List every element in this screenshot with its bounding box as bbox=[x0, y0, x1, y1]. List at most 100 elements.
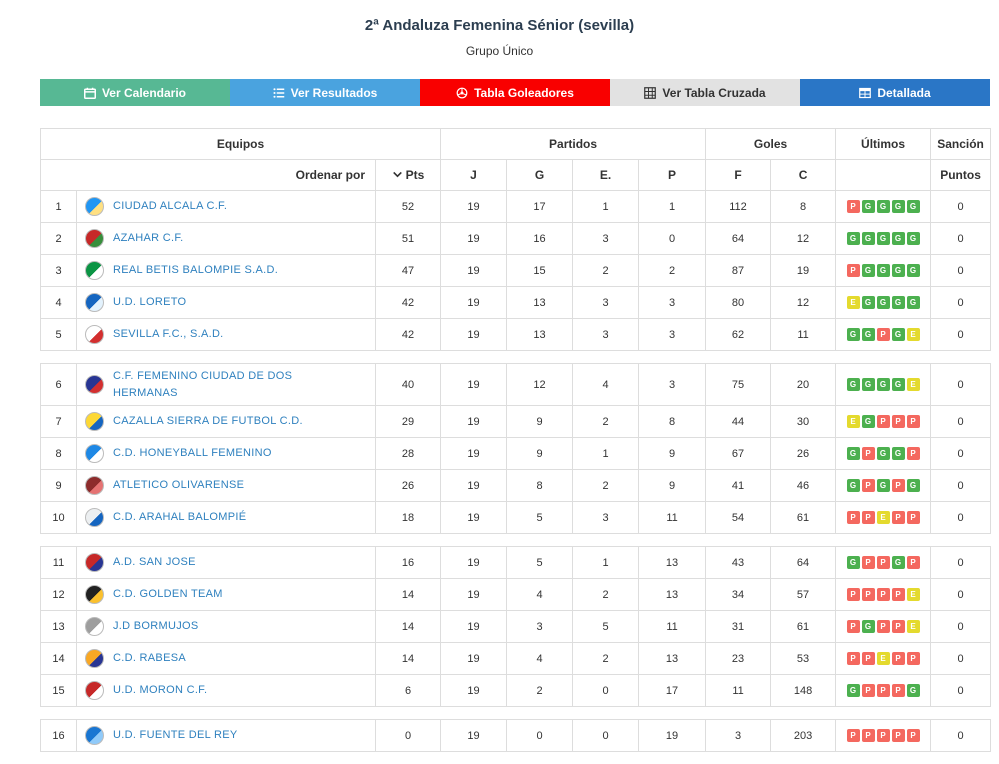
position: 6 bbox=[40, 363, 77, 406]
table-row[interactable]: 7 CAZALLA SIERRA DE FUTBOL C.D. 29 19 9 … bbox=[40, 405, 992, 438]
table-row[interactable]: 12 C.D. GOLDEN TEAM 14 19 4 2 13 34 57 P… bbox=[40, 578, 992, 611]
header-p: P bbox=[638, 159, 707, 191]
team-link[interactable]: C.D. GOLDEN TEAM bbox=[113, 588, 223, 601]
team-link[interactable]: CIUDAD ALCALA C.F. bbox=[113, 200, 228, 213]
tab-resultados[interactable]: Ver Resultados bbox=[230, 79, 420, 106]
position: 8 bbox=[40, 437, 77, 470]
table-group-header-row: Equipos Partidos Goles Últimos Sanción bbox=[39, 128, 992, 160]
team-link[interactable]: CAZALLA SIERRA DE FUTBOL C.D. bbox=[113, 415, 303, 428]
team-link[interactable]: C.D. HONEYBALL FEMENINO bbox=[113, 447, 272, 460]
form-badge-G: G bbox=[876, 232, 890, 246]
team-link[interactable]: C.D. RABESA bbox=[113, 652, 186, 665]
pts-value: 42 bbox=[374, 286, 442, 319]
table-row[interactable]: 1 CIUDAD ALCALA C.F. 52 19 17 1 1 112 8 … bbox=[40, 190, 992, 223]
team-crest-icon bbox=[85, 444, 104, 463]
drawn-value: 2 bbox=[572, 578, 640, 611]
team-link[interactable]: ATLETICO OLIVARENSE bbox=[113, 479, 245, 492]
table-row[interactable]: 8 C.D. HONEYBALL FEMENINO 28 19 9 1 9 67… bbox=[40, 437, 992, 470]
pts-value: 16 bbox=[374, 546, 442, 579]
team-link[interactable]: C.F. FEMENINO CIUDAD DE DOS HERMANAS bbox=[113, 370, 293, 399]
position: 16 bbox=[40, 719, 77, 752]
sancion-value: 0 bbox=[930, 501, 992, 534]
team-link[interactable]: C.D. ARAHAL BALOMPIÉ bbox=[113, 511, 247, 524]
goals-for-value: 43 bbox=[705, 546, 772, 579]
goals-against-value: 12 bbox=[770, 222, 837, 255]
form-badge-G: G bbox=[876, 264, 890, 278]
table-row[interactable]: 3 REAL BETIS BALOMPIE S.A.D. 47 19 15 2 … bbox=[40, 254, 992, 287]
drawn-value: 1 bbox=[572, 546, 640, 579]
team-cell: C.D. GOLDEN TEAM bbox=[76, 578, 376, 611]
team-link[interactable]: J.D BORMUJOS bbox=[113, 620, 199, 633]
team-crest-icon bbox=[85, 617, 104, 636]
goals-for-value: 3 bbox=[705, 719, 772, 752]
header-goles: Goles bbox=[705, 128, 837, 160]
form-badge-P: P bbox=[876, 415, 890, 429]
sancion-value: 0 bbox=[930, 405, 992, 438]
sancion-value: 0 bbox=[930, 363, 992, 406]
tab-calendario[interactable]: Ver Calendario bbox=[40, 79, 230, 106]
tab-label: Tabla Goleadores bbox=[474, 85, 574, 100]
team-link[interactable]: REAL BETIS BALOMPIE S.A.D. bbox=[113, 264, 279, 277]
goals-for-value: 67 bbox=[705, 437, 772, 470]
table-row[interactable]: 6 C.F. FEMENINO CIUDAD DE DOS HERMANAS 4… bbox=[40, 363, 992, 406]
team-link[interactable]: U.D. MORON C.F. bbox=[113, 684, 208, 697]
pts-value: 14 bbox=[374, 578, 442, 611]
goals-for-value: 62 bbox=[705, 318, 772, 351]
header-equipos: Equipos bbox=[39, 128, 442, 160]
header-f: F bbox=[705, 159, 772, 191]
form-badge-G: G bbox=[861, 264, 875, 278]
sort-pts-dropdown[interactable]: Pts bbox=[374, 159, 442, 191]
team-crest-icon bbox=[85, 229, 104, 248]
form-badge-P: P bbox=[876, 588, 890, 602]
sancion-value: 0 bbox=[930, 610, 992, 643]
table-row[interactable]: 10 C.D. ARAHAL BALOMPIÉ 18 19 5 3 11 54 … bbox=[40, 501, 992, 534]
tab-goleadores[interactable]: Tabla Goleadores bbox=[420, 79, 610, 106]
form-badge-G: G bbox=[846, 684, 860, 698]
team-link[interactable]: SEVILLA F.C., S.A.D. bbox=[113, 328, 224, 341]
drawn-value: 2 bbox=[572, 469, 640, 502]
team-link[interactable]: AZAHAR C.F. bbox=[113, 232, 184, 245]
team-cell: ATLETICO OLIVARENSE bbox=[76, 469, 376, 502]
form-badge-P: P bbox=[906, 652, 920, 666]
form-badge-E: E bbox=[906, 378, 920, 392]
form-badge-P: P bbox=[846, 511, 860, 525]
tab-cruzada[interactable]: Ver Tabla Cruzada bbox=[610, 79, 800, 106]
form-badge-P: P bbox=[906, 447, 920, 461]
table-row[interactable]: 5 SEVILLA F.C., S.A.D. 42 19 13 3 3 62 1… bbox=[40, 318, 992, 351]
team-link[interactable]: U.D. LORETO bbox=[113, 296, 187, 309]
lost-value: 3 bbox=[638, 363, 707, 406]
table-row[interactable]: 16 U.D. FUENTE DEL REY 0 19 0 0 19 3 203… bbox=[40, 719, 992, 752]
form-badge-P: P bbox=[846, 200, 860, 214]
lost-value: 2 bbox=[638, 254, 707, 287]
goals-against-value: 19 bbox=[770, 254, 837, 287]
sort-pts-label: Pts bbox=[405, 168, 425, 182]
header-e: E. bbox=[572, 159, 640, 191]
form-badge-P: P bbox=[861, 479, 875, 493]
lost-value: 13 bbox=[638, 546, 707, 579]
drawn-value: 2 bbox=[572, 642, 640, 675]
form-badge-G: G bbox=[861, 200, 875, 214]
form-badge-G: G bbox=[891, 232, 905, 246]
team-link[interactable]: A.D. SAN JOSE bbox=[113, 556, 196, 569]
position: 15 bbox=[40, 674, 77, 707]
tab-detallada[interactable]: Detallada bbox=[800, 79, 990, 106]
header-puntos: Puntos bbox=[930, 159, 992, 191]
won-value: 5 bbox=[506, 546, 574, 579]
team-link[interactable]: U.D. FUENTE DEL REY bbox=[113, 729, 238, 742]
table-row[interactable]: 9 ATLETICO OLIVARENSE 26 19 8 2 9 41 46 … bbox=[40, 469, 992, 502]
drawn-value: 1 bbox=[572, 437, 640, 470]
team-crest-icon bbox=[85, 585, 104, 604]
